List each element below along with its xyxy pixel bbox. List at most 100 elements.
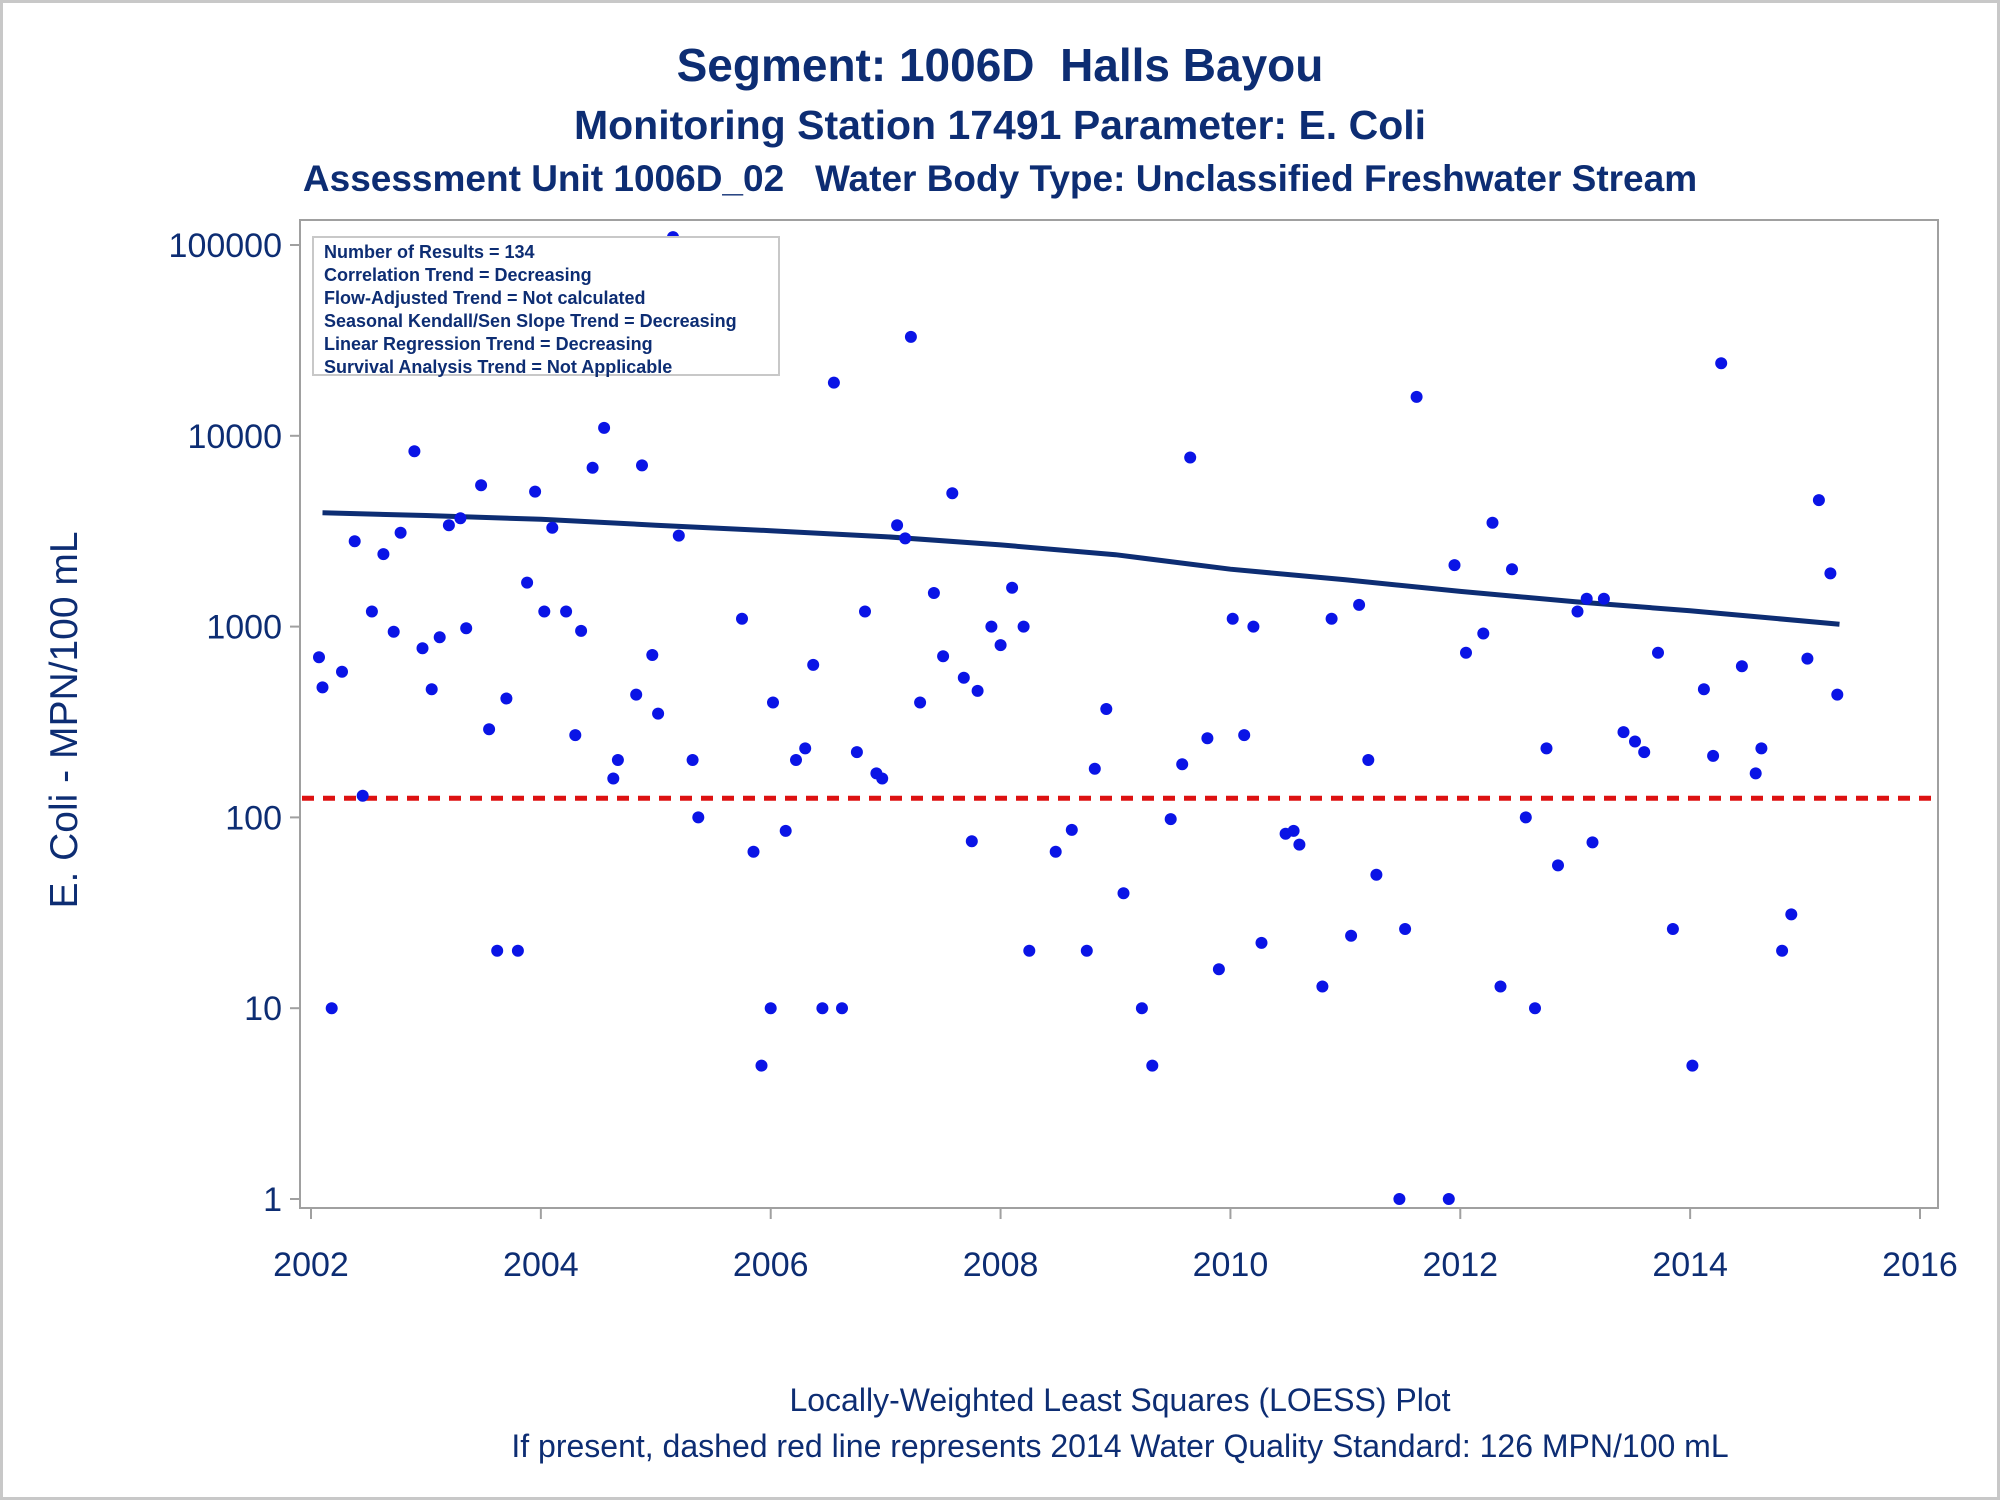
data-point	[1597, 592, 1610, 605]
y-tick-label: 10000	[187, 418, 282, 456]
data-point	[994, 639, 1007, 652]
data-point	[365, 605, 378, 618]
data-point	[652, 707, 665, 720]
data-point	[891, 519, 904, 532]
data-point	[1293, 838, 1306, 851]
data-point	[475, 479, 488, 492]
data-point	[598, 421, 611, 434]
data-point	[316, 681, 329, 694]
data-point	[575, 624, 588, 637]
data-point	[1226, 612, 1239, 625]
x-tick-label: 2016	[1882, 1246, 1958, 1284]
data-point	[1362, 754, 1375, 766]
x-tick-label: 2004	[503, 1246, 579, 1284]
data-point	[1201, 732, 1214, 745]
data-point	[529, 485, 542, 498]
data-point	[336, 665, 348, 678]
data-point	[755, 1059, 768, 1072]
y-tick-label: 10	[244, 990, 282, 1028]
data-point	[1697, 683, 1710, 696]
data-point	[433, 631, 446, 644]
data-point	[1146, 1059, 1159, 1072]
data-point	[1571, 605, 1584, 618]
data-point	[1749, 767, 1762, 780]
data-point	[747, 845, 760, 858]
data-point	[686, 754, 699, 766]
data-point	[790, 754, 802, 766]
x-tick-label: 2012	[1422, 1246, 1498, 1284]
data-point	[946, 487, 959, 500]
y-tick-label: 100000	[169, 227, 282, 265]
data-point	[1238, 729, 1251, 742]
data-point	[1117, 887, 1130, 900]
data-point	[1325, 612, 1338, 625]
data-point	[1735, 660, 1748, 673]
legend-survival-analysis-trend: Survival Analysis Trend = Not Applicable	[324, 357, 673, 377]
data-point	[1345, 929, 1358, 942]
data-point	[836, 1002, 848, 1015]
data-point	[460, 622, 473, 635]
data-point	[899, 532, 912, 545]
data-point	[377, 548, 390, 561]
footnote-standard: If present, dashed red line represents 2…	[511, 1428, 1729, 1464]
data-point	[1247, 620, 1260, 633]
trend-summary-box: Number of Results = 134 Correlation Tren…	[312, 236, 780, 377]
data-point	[1448, 559, 1461, 572]
data-point	[1715, 357, 1728, 370]
data-point	[859, 605, 871, 618]
chart-subtitle-assessment: Assessment Unit 1006D_02 Water Body Type…	[302, 158, 1698, 199]
data-point	[937, 650, 950, 663]
data-point	[491, 944, 504, 957]
data-point	[1540, 742, 1553, 755]
data-point	[546, 521, 559, 534]
data-point	[611, 754, 624, 766]
data-point	[1552, 859, 1564, 872]
data-point	[799, 742, 812, 755]
footnote-loess: Locally-Weighted Least Squares (LOESS) P…	[789, 1382, 1451, 1418]
data-point	[1135, 1002, 1148, 1015]
legend-number-of-results: Number of Results = 134	[324, 242, 535, 262]
data-point	[1212, 963, 1225, 976]
data-point	[1824, 567, 1837, 580]
x-tick-label: 2010	[1193, 1246, 1269, 1284]
data-point	[672, 529, 685, 542]
data-points	[313, 231, 1844, 1205]
data-point	[1442, 1193, 1455, 1205]
data-point	[1755, 742, 1768, 755]
data-point	[356, 789, 369, 802]
chart-subtitle-station: Monitoring Station 17491 Parameter: E. C…	[573, 102, 1427, 148]
data-point	[560, 605, 573, 618]
data-point	[1629, 735, 1641, 748]
x-tick-label: 2006	[733, 1246, 809, 1284]
data-point	[1080, 944, 1093, 957]
x-tick-label: 2014	[1652, 1246, 1728, 1284]
data-point	[1477, 627, 1490, 640]
data-point	[904, 330, 917, 343]
data-point	[827, 376, 840, 389]
data-point	[387, 625, 400, 638]
data-point	[1065, 823, 1078, 836]
data-point	[569, 729, 582, 742]
data-point	[1586, 836, 1599, 849]
data-point	[442, 519, 455, 532]
data-point	[538, 605, 551, 618]
y-tick-label: 1000	[206, 609, 282, 647]
data-point	[1652, 646, 1664, 659]
data-point	[779, 824, 792, 837]
data-point	[1776, 944, 1789, 957]
data-point	[1049, 845, 1062, 858]
data-point	[807, 658, 820, 671]
data-point	[1707, 749, 1720, 762]
data-point	[1176, 758, 1189, 771]
data-point	[736, 612, 748, 625]
data-point	[1785, 908, 1798, 921]
data-point	[1393, 1193, 1406, 1205]
data-point	[325, 1002, 338, 1015]
data-point	[636, 459, 648, 472]
data-point	[971, 684, 984, 697]
data-point	[1519, 811, 1532, 824]
data-point	[521, 576, 534, 589]
data-point	[586, 461, 599, 474]
data-point	[927, 587, 940, 599]
y-axis: 1 10 100 1000 10000 100000	[169, 227, 300, 1219]
